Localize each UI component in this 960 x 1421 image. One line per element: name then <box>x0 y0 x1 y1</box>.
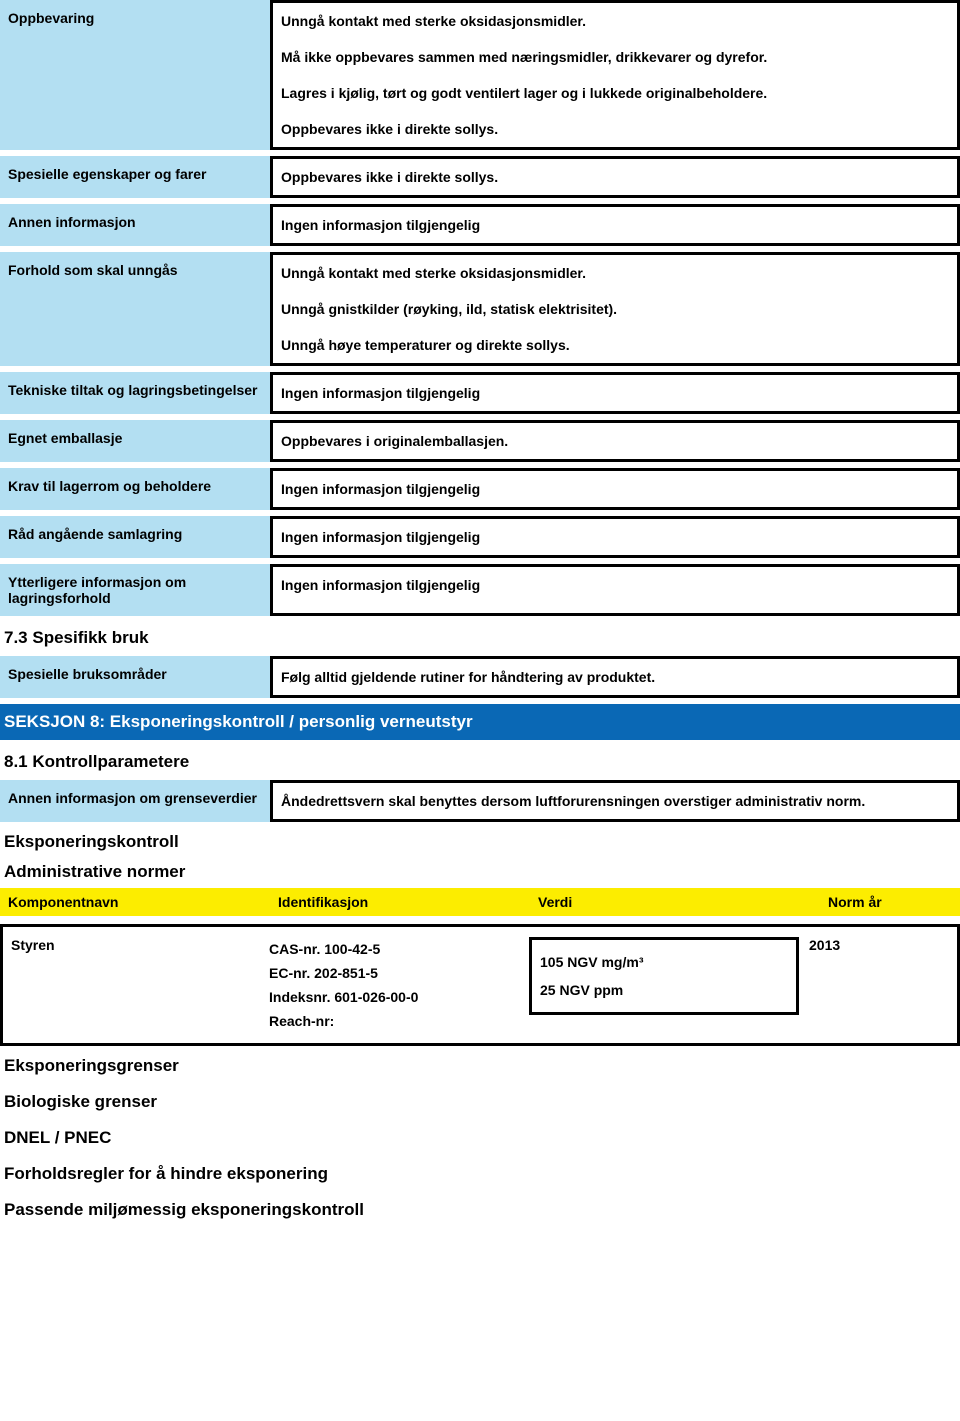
miljomessig-heading: Passende miljømessig eksponeringskontrol… <box>0 1190 960 1220</box>
ytterligere-info-row: Ytterligere informasjon om lagringsforho… <box>0 564 960 616</box>
verdi-line-2: 25 NGV ppm <box>540 976 788 1004</box>
id-line-2: EC-nr. 202-851-5 <box>269 961 529 985</box>
spesielle-egenskaper-value: Oppbevares ikke i direkte sollys. <box>270 156 960 198</box>
verdi-line-1: 105 NGV mg/m³ <box>540 948 788 976</box>
component-name: Styren <box>11 937 269 953</box>
oppbevaring-para-1: Unngå kontakt med sterke oksidasjonsmidl… <box>281 13 949 39</box>
spesielle-bruk-label: Spesielle bruksområder <box>0 656 270 698</box>
tekniske-tiltak-row: Tekniske tiltak og lagringsbetingelser I… <box>0 372 960 414</box>
forhold-unngaas-value: Unngå kontakt med sterke oksidasjonsmidl… <box>270 252 960 366</box>
forholdsregler-heading: Forholdsregler for å hindre eksponering <box>0 1154 960 1190</box>
raad-samlagring-value: Ingen informasjon tilgjengelig <box>270 516 960 558</box>
component-row: Styren CAS-nr. 100-42-5 EC-nr. 202-851-5… <box>0 924 960 1046</box>
oppbevaring-para-4: Oppbevares ikke i direkte sollys. <box>281 111 949 137</box>
forhold-para-1: Unngå kontakt med sterke oksidasjonsmidl… <box>281 265 949 291</box>
krav-lagerrom-label: Krav til lagerrom og beholdere <box>0 468 270 510</box>
administrative-normer-heading: Administrative normer <box>0 858 960 888</box>
forhold-unngaas-label: Forhold som skal unngås <box>0 252 270 366</box>
grenseverdier-label: Annen informasjon om grenseverdier <box>0 780 270 822</box>
krav-lagerrom-row: Krav til lagerrom og beholdere Ingen inf… <box>0 468 960 510</box>
raad-samlagring-label: Råd angående samlagring <box>0 516 270 558</box>
raad-samlagring-row: Råd angående samlagring Ingen informasjo… <box>0 516 960 558</box>
oppbevaring-para-2: Må ikke oppbevares sammen med næringsmid… <box>281 39 949 75</box>
oppbevaring-row: Oppbevaring Unngå kontakt med sterke oks… <box>0 0 960 150</box>
tekniske-tiltak-label: Tekniske tiltak og lagringsbetingelser <box>0 372 270 414</box>
id-line-1: CAS-nr. 100-42-5 <box>269 937 529 961</box>
id-line-3: Indeksnr. 601-026-00-0 <box>269 985 529 1009</box>
ytterligere-info-label: Ytterligere informasjon om lagringsforho… <box>0 564 270 616</box>
norm-year: 2013 <box>799 937 909 953</box>
eksponeringskontroll-heading: Eksponeringskontroll <box>0 822 960 858</box>
spesielle-egenskaper-label: Spesielle egenskaper og farer <box>0 156 270 198</box>
forhold-para-3: Unngå høye temperaturer og direkte solly… <box>281 327 949 353</box>
grenseverdier-row: Annen informasjon om grenseverdier Ånded… <box>0 780 960 822</box>
spesifikk-bruk-heading: 7.3 Spesifikk bruk <box>0 616 960 656</box>
oppbevaring-value: Unngå kontakt med sterke oksidasjonsmidl… <box>270 0 960 150</box>
kontrollparametere-heading: 8.1 Kontrollparametere <box>0 740 960 780</box>
id-line-4: Reach-nr: <box>269 1009 529 1033</box>
spesielle-egenskaper-row: Spesielle egenskaper og farer Oppbevares… <box>0 156 960 198</box>
th-identifikasjon: Identifikasjon <box>270 894 530 910</box>
forhold-para-2: Unngå gnistkilder (røyking, ild, statisk… <box>281 291 949 327</box>
component-identifikasjon: CAS-nr. 100-42-5 EC-nr. 202-851-5 Indeks… <box>269 937 529 1033</box>
annen-informasjon-row: Annen informasjon Ingen informasjon tilg… <box>0 204 960 246</box>
biologiske-grenser-heading: Biologiske grenser <box>0 1082 960 1118</box>
oppbevaring-para-3: Lagres i kjølig, tørt og godt ventilert … <box>281 75 949 111</box>
th-norm-aar: Norm år <box>820 894 960 910</box>
annen-informasjon-label: Annen informasjon <box>0 204 270 246</box>
th-verdi: Verdi <box>530 894 820 910</box>
egnet-emballasje-row: Egnet emballasje Oppbevares i originalem… <box>0 420 960 462</box>
th-komponentnavn: Komponentnavn <box>0 894 270 910</box>
section-8-header: SEKSJON 8: Eksponeringskontroll / person… <box>0 704 960 740</box>
verdi-box: 105 NGV mg/m³ 25 NGV ppm <box>529 937 799 1015</box>
ytterligere-info-value: Ingen informasjon tilgjengelig <box>270 564 960 616</box>
grenseverdier-value: Åndedrettsvern skal benyttes dersom luft… <box>270 780 960 822</box>
oppbevaring-label: Oppbevaring <box>0 0 270 150</box>
spesielle-bruk-value: Følg alltid gjeldende rutiner for håndte… <box>270 656 960 698</box>
normer-table-header: Komponentnavn Identifikasjon Verdi Norm … <box>0 888 960 916</box>
annen-informasjon-value: Ingen informasjon tilgjengelig <box>270 204 960 246</box>
egnet-emballasje-label: Egnet emballasje <box>0 420 270 462</box>
forhold-unngaas-row: Forhold som skal unngås Unngå kontakt me… <box>0 252 960 366</box>
krav-lagerrom-value: Ingen informasjon tilgjengelig <box>270 468 960 510</box>
tekniske-tiltak-value: Ingen informasjon tilgjengelig <box>270 372 960 414</box>
egnet-emballasje-value: Oppbevares i originalemballasjen. <box>270 420 960 462</box>
spesielle-bruk-row: Spesielle bruksområder Følg alltid gjeld… <box>0 656 960 698</box>
eksponeringsgrenser-heading: Eksponeringsgrenser <box>0 1046 960 1082</box>
dnel-pnec-heading: DNEL / PNEC <box>0 1118 960 1154</box>
